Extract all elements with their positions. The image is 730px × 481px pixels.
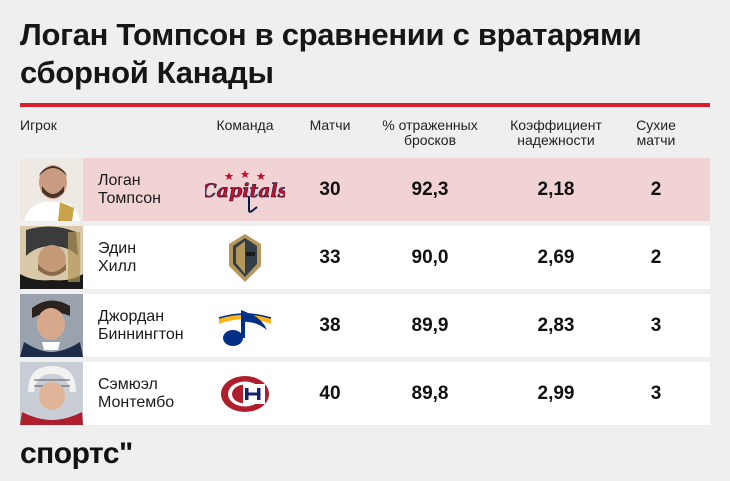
- header-save-pct-line1: % отраженных: [382, 117, 478, 133]
- header-player: Игрок: [20, 117, 57, 133]
- player-photo: [20, 158, 83, 221]
- player-photo: [20, 362, 83, 425]
- gaa-value: 2,18: [537, 179, 575, 200]
- save-pct-value: 92,3: [411, 179, 449, 200]
- header-team: Команда: [216, 117, 274, 133]
- shutouts-value: 3: [650, 383, 662, 404]
- svg-text:Capitals: Capitals: [205, 180, 285, 202]
- header-gaa-line2: надежности: [517, 132, 595, 148]
- header-save-pct-line2: бросков: [403, 132, 457, 148]
- player-last-name: Монтембо: [98, 394, 175, 411]
- player-name: Логан Томпсон: [98, 172, 161, 208]
- table-row: Сэмюэл Монтембо 40 89,8 2,99 3: [20, 362, 710, 425]
- player-name: Эдин Хилл: [98, 240, 136, 276]
- player-last-name: Хилл: [98, 258, 137, 275]
- shutouts-value: 2: [650, 247, 662, 268]
- gaa-value: 2,69: [537, 247, 575, 268]
- gaa-value: 2,83: [537, 315, 575, 336]
- gaa-value: 2,99: [537, 383, 575, 404]
- player-first-name: Эдин: [98, 240, 137, 257]
- player-last-name: Томпсон: [98, 190, 161, 207]
- player-first-name: Сэмюэл: [98, 376, 158, 393]
- games-value: 38: [319, 315, 341, 336]
- player-first-name: Джордан: [98, 308, 165, 325]
- table-row: Джордан Биннингтон 38 89,9 2,83 3: [20, 294, 710, 357]
- title-line-1: Логан Томпсон в сравнении с вратарями: [20, 17, 642, 52]
- header-gaa-line1: Коэффициент: [510, 117, 602, 133]
- save-pct-value: 89,9: [411, 315, 449, 336]
- title-divider: [20, 103, 710, 107]
- player-name: Сэмюэл Монтембо: [98, 376, 174, 412]
- player-photo: [20, 294, 83, 357]
- header-shutouts-line1: Сухие: [636, 117, 676, 133]
- shutouts-value: 3: [650, 315, 662, 336]
- blues-logo: [205, 298, 285, 353]
- canadiens-logo: [205, 366, 285, 421]
- header-gaa: Коэффициент надежности: [496, 118, 616, 148]
- golden-knights-logo: [205, 230, 285, 285]
- save-pct-value: 89,8: [411, 383, 449, 404]
- title-line-2: сборной Канады: [20, 55, 274, 90]
- header-save-pct: % отраженных бросков: [368, 118, 492, 148]
- header-games: Матчи: [309, 117, 351, 133]
- save-pct-value: 90,0: [411, 247, 449, 268]
- capitals-logo: Capitals: [205, 162, 285, 217]
- player-name: Джордан Биннингтон: [98, 308, 184, 344]
- player-first-name: Логан: [98, 172, 141, 189]
- table-row: Логан Томпсон Capitals 30 92,3 2,18 2: [20, 158, 710, 221]
- brand-logo: спортс": [20, 437, 133, 470]
- games-value: 33: [319, 247, 341, 268]
- shutouts-value: 2: [650, 179, 662, 200]
- player-photo: [20, 226, 83, 289]
- games-value: 30: [319, 179, 341, 200]
- player-last-name: Биннингтон: [98, 326, 184, 343]
- page-title: Логан Томпсон в сравнении с вратарями сб…: [20, 16, 710, 92]
- games-value: 40: [319, 383, 341, 404]
- header-shutouts-line2: матчи: [636, 132, 676, 148]
- table-row: Эдин Хилл 33 90,0 2,69 2: [20, 226, 710, 289]
- header-shutouts: Сухие матчи: [622, 118, 690, 148]
